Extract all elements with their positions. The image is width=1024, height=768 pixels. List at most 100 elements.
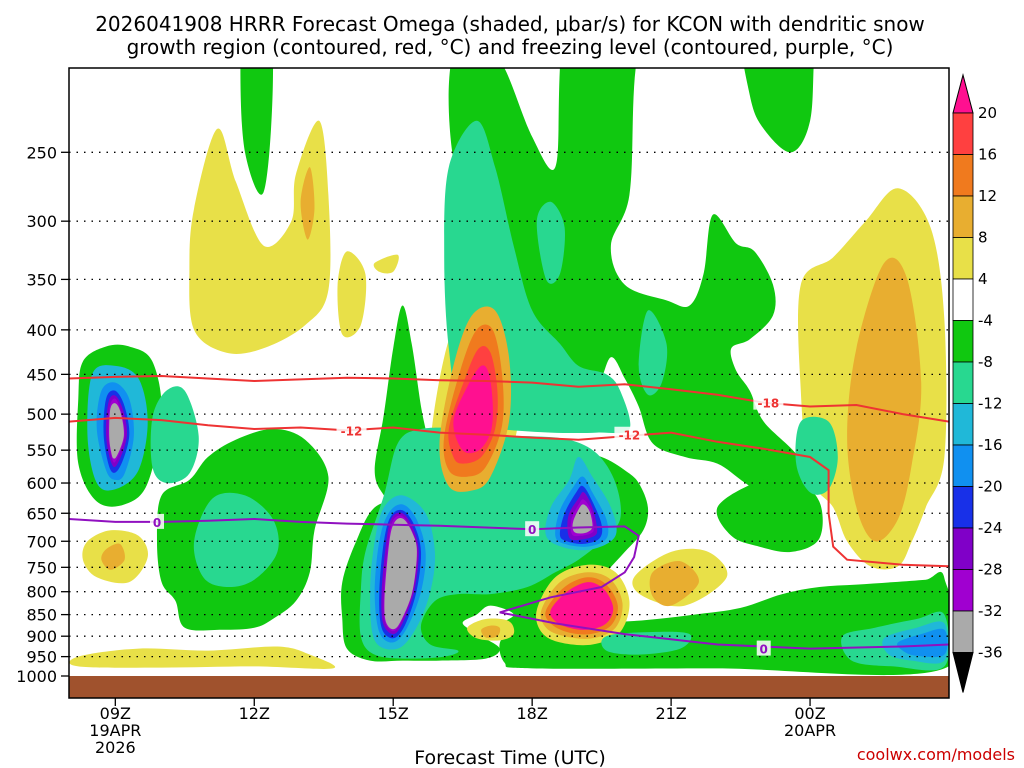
dgz-minus12-label-bg-0 (336, 422, 367, 438)
xtick-label-15Z: 15Z (378, 704, 409, 723)
omega-region-7 (240, 68, 274, 195)
omega-region-61 (572, 504, 593, 534)
omega-region-34 (481, 625, 501, 638)
omega-colorbar: 20 16 12 8 4 -4 -8 -12 -16 -20 -24 -28 -32 -36 (952, 73, 1003, 693)
x-axis-title: Forecast Time (UTC) (414, 747, 605, 768)
omega-region-23 (536, 201, 565, 284)
ytick-label-250: 250 (26, 143, 57, 162)
omega-region-21 (649, 560, 700, 607)
colorbar-swatch-8 (952, 403, 974, 446)
ytick-label-450: 450 (26, 365, 57, 384)
colorbar-label-11: -28 (978, 561, 1003, 579)
omega-region-46 (897, 628, 948, 658)
ytick-label-1000: 1000 (16, 667, 57, 686)
colorbar-swatch-4 (952, 237, 974, 280)
omega-region-2 (373, 254, 399, 274)
freezing-level-label-2: 0 (760, 643, 768, 657)
omega-region-20 (847, 257, 922, 542)
dgz-minus12-label-0: -12 (341, 424, 363, 438)
ytick-label-300: 300 (26, 212, 57, 231)
omega-region-19 (104, 654, 127, 664)
ytick-label-350: 350 (26, 270, 57, 289)
dgz-minus18-line (69, 374, 949, 423)
colorbar-label-3: 8 (978, 229, 988, 247)
chart-title-line1: 2026041908 HRRR Forecast Omega (shaded, … (95, 12, 925, 36)
dgz-minus12-label-1: -12 (619, 429, 641, 443)
colorbar-label-0: 20 (978, 104, 997, 122)
pressure-axis: 250 300 350 400 450 500 550 600 650 700 750 800 850 9… (16, 143, 69, 686)
ground-surface (69, 676, 949, 698)
ytick-label-900: 900 (26, 627, 57, 646)
omega-region-26 (193, 492, 279, 588)
colorbar-swatch-5 (952, 278, 974, 321)
colorbar-swatch-2 (952, 154, 974, 197)
omega-region-24 (795, 416, 838, 495)
ytick-label-550: 550 (26, 441, 57, 460)
colorbar-bottom-arrow (952, 652, 974, 693)
xtick-label-12Z: 12Z (239, 704, 270, 723)
omega-region-1 (337, 251, 367, 338)
colorbar-swatch-11 (952, 527, 974, 570)
ytick-label-650: 650 (26, 504, 57, 523)
xtick-date-09Z: 19APR (89, 721, 141, 740)
colorbar-swatch-6 (952, 320, 974, 363)
colorbar-label-13: -36 (978, 644, 1003, 662)
dgz-minus18-label-bg-0 (753, 394, 784, 410)
colorbar-label-10: -24 (978, 519, 1003, 537)
xtick-year-09Z: 2026 (95, 738, 136, 757)
temperature-contours: -18 -12 -12 0 0 0 (69, 374, 949, 657)
freezing-level-label-bg-1 (525, 521, 540, 537)
ytick-label-700: 700 (26, 532, 57, 551)
colorbar-swatch-3 (952, 195, 974, 238)
omega-shaded-regions (69, 68, 949, 676)
colorbar-swatch-1 (952, 112, 974, 155)
omega-region-3 (69, 646, 336, 669)
colorbar-top-arrow (952, 73, 974, 114)
omega-region-10 (716, 475, 823, 553)
colorbar-label-7: -12 (978, 395, 1003, 413)
xtick-label-09Z: 09Z (100, 704, 131, 723)
colorbar-swatch-9 (952, 444, 974, 487)
colorbar-swatch-12 (952, 569, 974, 612)
freezing-level-label-bg-0 (150, 513, 164, 529)
omega-region-31 (601, 631, 692, 655)
freezing-level-line (69, 517, 949, 650)
colorbar-label-8: -16 (978, 436, 1003, 454)
credit-text: coolwx.com/models (857, 745, 1015, 764)
dgz-minus12-line (69, 416, 949, 568)
omega-region-29 (638, 310, 668, 396)
omega-region-60 (384, 518, 417, 630)
ytick-label-850: 850 (26, 606, 57, 625)
colorbar-swatch-10 (952, 486, 974, 529)
colorbar-label-1: 16 (978, 146, 997, 164)
ytick-label-750: 750 (26, 558, 57, 577)
omega-region-9 (744, 68, 814, 153)
ytick-label-950: 950 (26, 648, 57, 667)
omega-region-25 (150, 386, 199, 484)
freezing-level-label-1: 0 (528, 523, 536, 537)
xtick-label-21Z: 21Z (655, 704, 686, 723)
freezing-level-label-0: 0 (153, 516, 161, 530)
dgz-minus18-label-0: -18 (758, 397, 780, 411)
xtick-label-18Z: 18Z (516, 704, 547, 723)
dgz-minus12-label-bg-1 (614, 426, 645, 442)
omega-region-36 (300, 167, 315, 240)
colorbar-swatch-13 (952, 610, 974, 653)
ytick-label-800: 800 (26, 583, 57, 602)
xtick-label-00Z: 00Z (794, 704, 825, 723)
colorbar-label-6: -8 (978, 353, 993, 371)
omega-region-51 (453, 365, 493, 454)
omega-region-8 (448, 68, 811, 509)
xtick-date-00Z: 20APR (784, 721, 836, 740)
omega-region-22 (101, 543, 125, 570)
plot-frame (68, 67, 950, 699)
ytick-label-400: 400 (26, 321, 57, 340)
colorbar-label-5: -4 (978, 312, 993, 330)
ytick-label-600: 600 (26, 474, 57, 493)
ytick-label-500: 500 (26, 405, 57, 424)
freezing-level-label-bg-2 (756, 640, 771, 656)
colorbar-label-12: -32 (978, 602, 1003, 620)
colorbar-label-9: -20 (978, 478, 1003, 496)
